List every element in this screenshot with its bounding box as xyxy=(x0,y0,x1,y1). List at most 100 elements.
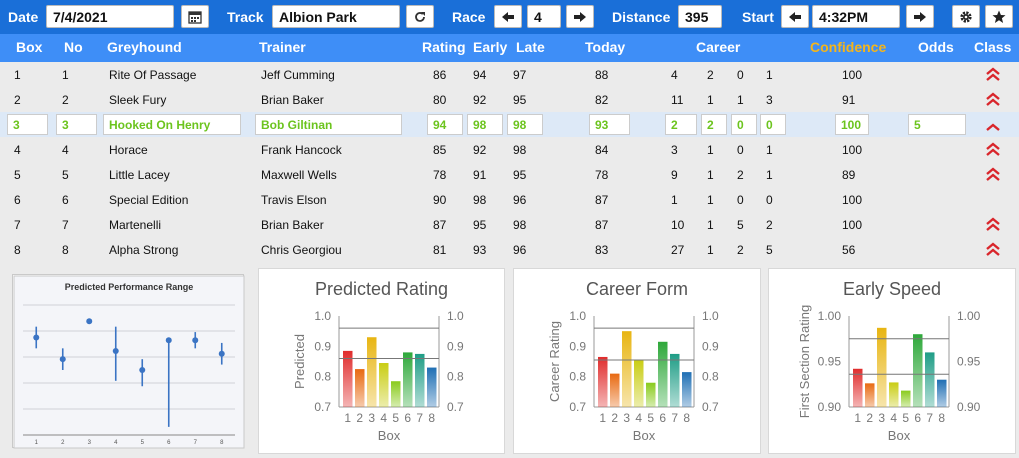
y-tick-label: 1.0 xyxy=(314,309,331,323)
refresh-button[interactable] xyxy=(406,5,434,28)
race-next-button[interactable] xyxy=(566,5,594,28)
cell-greyhound: Martenelli xyxy=(109,218,162,232)
col-career[interactable]: Career xyxy=(696,39,741,55)
cell-rating: 90 xyxy=(433,193,447,207)
col-early[interactable]: Early xyxy=(473,39,508,55)
cell-career-seconds: 5 xyxy=(737,218,744,232)
cell-career-thirds[interactable]: 0 xyxy=(760,114,786,135)
cell-greyhound: Special Edition xyxy=(109,193,189,207)
x-tick-label: 7 xyxy=(416,411,423,425)
cell-career-wins: 1 xyxy=(707,243,714,257)
col-class[interactable]: Class xyxy=(974,39,1012,55)
chart-background xyxy=(13,275,245,449)
x-tick-label: 1 xyxy=(599,411,606,425)
table-row[interactable]: 8 8 Alpha Strong Chris Georgiou 81 93 96… xyxy=(0,237,1019,262)
y-tick-label: 0.8 xyxy=(569,370,586,384)
cell-rating[interactable]: 94 xyxy=(427,114,463,135)
class-up-icon xyxy=(986,92,1000,106)
class-up-icon xyxy=(986,167,1000,181)
x-tick-label: 7 xyxy=(671,411,678,425)
table-row[interactable]: 1 1 Rite Of Passage Jeff Cumming 86 94 9… xyxy=(0,62,1019,87)
race-field[interactable]: 4 xyxy=(527,5,561,28)
x-tick-label: 8 xyxy=(220,440,224,446)
distance-field[interactable]: 395 xyxy=(678,5,722,28)
chart-title: Predicted Rating xyxy=(314,279,449,299)
start-prev-button[interactable] xyxy=(781,5,809,28)
cell-career-seconds: 2 xyxy=(737,168,744,182)
table-row[interactable]: 4 4 Horace Frank Hancock 85 92 98 84 3 1… xyxy=(0,137,1019,162)
cell-early: 91 xyxy=(473,168,487,182)
date-field[interactable]: 7/4/2021 xyxy=(46,5,174,28)
col-greyhound[interactable]: Greyhound xyxy=(107,39,182,55)
cell-today[interactable]: 93 xyxy=(589,114,630,135)
bar xyxy=(937,379,947,407)
cell-late: 97 xyxy=(513,68,527,82)
cell-career-seconds[interactable]: 0 xyxy=(731,114,757,135)
x-tick-label: 5 xyxy=(141,440,145,446)
cell-box[interactable]: 3 xyxy=(7,114,48,135)
cell-career-starts: 4 xyxy=(671,68,678,82)
cell-box: 4 xyxy=(14,143,21,157)
bar xyxy=(658,341,668,407)
x-tick-label: 3 xyxy=(88,440,92,446)
col-rating[interactable]: Rating xyxy=(422,39,466,55)
cell-greyhound: Little Lacey xyxy=(109,168,170,182)
cell-rating: 78 xyxy=(433,168,447,182)
x-tick-label: 3 xyxy=(623,411,630,425)
table-row-selected[interactable]: 3 3 Hooked On Henry Bob Giltinan 94 98 9… xyxy=(0,112,1019,137)
early-speed-chart: Early Speed First Section Rating Box 0.9… xyxy=(768,268,1016,454)
favorite-button[interactable] xyxy=(985,5,1013,28)
table-row[interactable]: 6 6 Special Edition Travis Elson 90 98 9… xyxy=(0,187,1019,212)
cell-early: 98 xyxy=(473,193,487,207)
cell-confidence[interactable]: 100 xyxy=(835,114,869,135)
bar xyxy=(865,383,875,407)
col-confidence[interactable]: Confidence xyxy=(810,39,887,55)
y-tick-label: 1.0 xyxy=(569,309,586,323)
col-trainer[interactable]: Trainer xyxy=(259,39,306,55)
cell-box: 2 xyxy=(14,93,21,107)
arrow-right-icon xyxy=(914,11,926,22)
cell-confidence: 91 xyxy=(842,93,856,107)
cell-today: 78 xyxy=(595,168,609,182)
cell-trainer[interactable]: Bob Giltinan xyxy=(255,114,402,135)
col-today[interactable]: Today xyxy=(585,39,626,55)
cell-no[interactable]: 3 xyxy=(56,114,97,135)
cell-greyhound: Rite Of Passage xyxy=(109,68,197,82)
cell-career-wins[interactable]: 2 xyxy=(701,114,727,135)
cell-career-seconds: 0 xyxy=(737,193,744,207)
x-tick-label: 1 xyxy=(854,411,861,425)
bar xyxy=(670,353,680,407)
performance-range-chart: 1 2 3 4 5 6 7 8 Predicted Performance Range xyxy=(12,274,245,449)
table-row[interactable]: 7 7 Martenelli Brian Baker 87 95 98 87 1… xyxy=(0,212,1019,237)
cell-rating: 81 xyxy=(433,243,447,257)
start-next-button[interactable] xyxy=(906,5,934,28)
col-no[interactable]: No xyxy=(64,39,83,55)
settings-button[interactable] xyxy=(952,5,980,28)
cell-early[interactable]: 98 xyxy=(467,114,503,135)
col-odds[interactable]: Odds xyxy=(918,39,954,55)
cell-odds[interactable]: 5 xyxy=(908,114,966,135)
table-row[interactable]: 5 5 Little Lacey Maxwell Wells 78 91 95 … xyxy=(0,162,1019,187)
cell-late[interactable]: 98 xyxy=(507,114,543,135)
distance-label: Distance xyxy=(612,9,671,25)
race-prev-button[interactable] xyxy=(494,5,522,28)
x-tick-label: 8 xyxy=(683,411,690,425)
y-tick-label: 1.00 xyxy=(957,309,981,323)
calendar-button[interactable] xyxy=(181,5,209,28)
cell-late: 95 xyxy=(513,93,527,107)
cell-greyhound[interactable]: Hooked On Henry xyxy=(103,114,241,135)
table-row[interactable]: 2 2 Sleek Fury Brian Baker 80 92 95 82 1… xyxy=(0,87,1019,112)
start-time-field[interactable]: 4:32PM xyxy=(812,5,900,28)
x-tick-label: 6 xyxy=(404,411,411,425)
bar xyxy=(646,382,656,407)
cell-career-wins: 1 xyxy=(707,168,714,182)
col-box[interactable]: Box xyxy=(16,39,43,55)
predicted-rating-chart: Predicted Rating Predicted Box 0.7 0.7 0.8… xyxy=(258,268,505,454)
cell-late: 98 xyxy=(513,218,527,232)
col-late[interactable]: Late xyxy=(516,39,545,55)
y-tick-label: 1.0 xyxy=(447,309,464,323)
cell-confidence: 100 xyxy=(842,193,863,207)
cell-career-starts[interactable]: 2 xyxy=(665,114,697,135)
bar xyxy=(415,353,425,407)
track-field[interactable]: Albion Park xyxy=(272,5,400,28)
